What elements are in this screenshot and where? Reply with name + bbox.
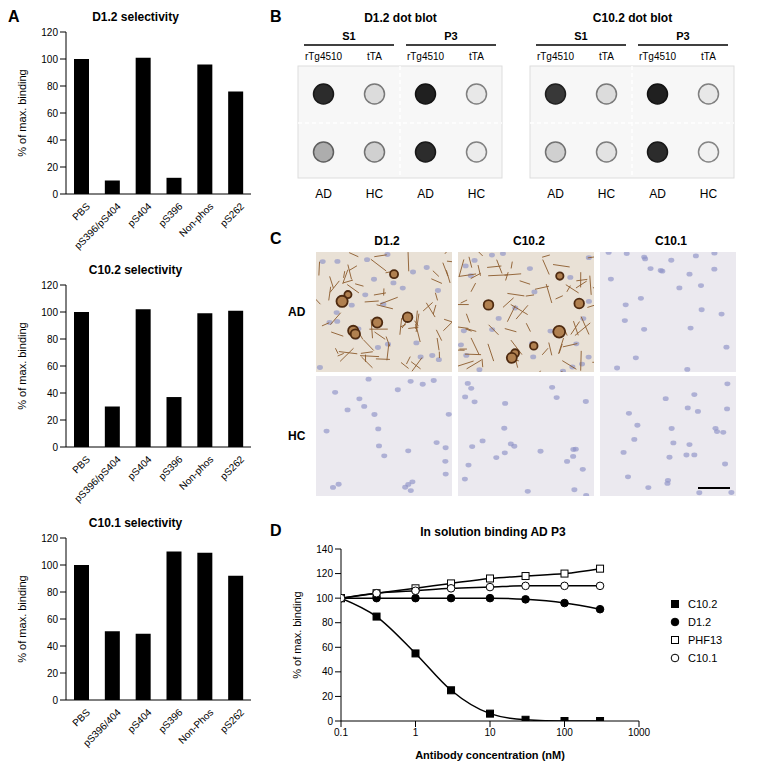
svg-text:pS396: pS396	[156, 706, 185, 735]
svg-text:AD: AD	[547, 187, 564, 201]
svg-text:tTA: tTA	[469, 51, 484, 62]
svg-text:60: 60	[47, 361, 59, 372]
svg-text:100: 100	[556, 727, 573, 738]
svg-text:10: 10	[484, 727, 496, 738]
svg-text:% of max. binding: % of max. binding	[16, 69, 28, 156]
html-text:B: B	[270, 8, 282, 25]
svg-text:S1: S1	[342, 30, 355, 42]
svg-text:60: 60	[322, 642, 334, 653]
svg-text:20: 20	[47, 668, 59, 679]
svg-text:HC: HC	[598, 187, 616, 201]
svg-text:0.1: 0.1	[334, 727, 348, 738]
html-text:D1.2: D1.2	[374, 234, 400, 248]
svg-text:AD: AD	[315, 187, 332, 201]
html-text:D1.2: D1.2	[688, 616, 712, 628]
svg-text:120: 120	[41, 533, 58, 544]
html-text:C10.2: C10.2	[513, 234, 545, 248]
svg-text:Non-phos: Non-phos	[177, 201, 215, 239]
svg-text:20: 20	[322, 691, 334, 702]
svg-text:0: 0	[52, 189, 58, 200]
svg-text:pS396/404: pS396/404	[81, 706, 123, 748]
svg-text:HC: HC	[468, 187, 486, 201]
svg-text:100: 100	[41, 54, 58, 65]
svg-text:% of max. binding: % of max. binding	[16, 322, 28, 409]
html-text:C10.2: C10.2	[688, 598, 718, 610]
svg-text:rTg4510: rTg4510	[537, 51, 575, 62]
svg-text:PBS: PBS	[70, 453, 92, 475]
svg-text:40: 40	[47, 135, 59, 146]
svg-text:pS396: pS396	[156, 453, 185, 482]
html-text:In solution binding AD P3: In solution binding AD P3	[420, 525, 566, 539]
svg-text:tTA: tTA	[701, 51, 716, 62]
svg-text:80: 80	[322, 617, 334, 628]
html-text:C10.1: C10.1	[655, 234, 687, 248]
html-text:AD: AD	[288, 305, 306, 319]
svg-text:1000: 1000	[628, 727, 651, 738]
svg-text:120: 120	[41, 280, 58, 291]
svg-text:rTg4510: rTg4510	[639, 51, 677, 62]
svg-text:pS262: pS262	[218, 200, 247, 229]
svg-text:tTA: tTA	[367, 51, 382, 62]
svg-text:P3: P3	[676, 30, 689, 42]
svg-text:40: 40	[47, 388, 59, 399]
svg-text:80: 80	[47, 81, 59, 92]
svg-text:Non-phos: Non-phos	[177, 454, 215, 492]
svg-text:D1.2 dot blot: D1.2 dot blot	[364, 11, 437, 25]
html-text:D: D	[270, 522, 282, 539]
svg-text:rTg4510: rTg4510	[407, 51, 445, 62]
svg-text:40: 40	[322, 666, 334, 677]
svg-text:% of max. binding: % of max. binding	[16, 575, 28, 662]
svg-text:0: 0	[52, 695, 58, 706]
svg-text:20: 20	[47, 162, 59, 173]
svg-text:20: 20	[47, 415, 59, 426]
html-text:C10.2 selectivity: C10.2 selectivity	[88, 263, 183, 277]
svg-text:100: 100	[41, 560, 58, 571]
svg-text:pS262: pS262	[218, 706, 247, 735]
svg-text:HC: HC	[366, 187, 384, 201]
svg-text:PBS: PBS	[70, 200, 92, 222]
svg-text:120: 120	[316, 568, 333, 579]
svg-text:pS404: pS404	[125, 453, 154, 482]
svg-text:pS404: pS404	[125, 706, 154, 735]
svg-text:AD: AD	[649, 187, 666, 201]
svg-text:40: 40	[47, 641, 59, 652]
svg-text:140: 140	[316, 544, 333, 555]
svg-text:pS396/pS404: pS396/pS404	[72, 200, 123, 251]
html-text:PHF13: PHF13	[688, 634, 723, 646]
html-text:HC: HC	[288, 429, 306, 443]
svg-text:pS404: pS404	[125, 200, 154, 229]
svg-text:Antibody concentration (nM): Antibody concentration (nM)	[415, 749, 565, 761]
html-text:C10.1 selectivity: C10.1 selectivity	[88, 516, 183, 530]
html-text:A: A	[8, 8, 20, 25]
svg-text:80: 80	[47, 334, 59, 345]
svg-text:100: 100	[41, 307, 58, 318]
svg-text:rTg4510: rTg4510	[305, 51, 343, 62]
svg-text:P3: P3	[444, 30, 457, 42]
svg-text:1: 1	[413, 727, 419, 738]
svg-text:pS262: pS262	[218, 453, 247, 482]
svg-text:0: 0	[327, 716, 333, 727]
svg-text:S1: S1	[574, 30, 587, 42]
svg-text:80: 80	[47, 587, 59, 598]
svg-text:AD: AD	[417, 187, 434, 201]
svg-text:pS396: pS396	[156, 200, 185, 229]
svg-text:C10.2 dot blot: C10.2 dot blot	[593, 11, 672, 25]
svg-text:120: 120	[41, 27, 58, 38]
svg-text:60: 60	[47, 614, 59, 625]
svg-text:100: 100	[316, 593, 333, 604]
svg-text:PBS: PBS	[70, 706, 92, 728]
html-text:C: C	[270, 230, 282, 247]
svg-text:pS396/pS404: pS396/pS404	[72, 453, 123, 504]
html-text:D1.2 selectivity: D1.2 selectivity	[92, 10, 179, 24]
svg-text:60: 60	[47, 108, 59, 119]
svg-text:% of max. binding: % of max. binding	[291, 591, 303, 678]
svg-text:HC: HC	[700, 187, 718, 201]
html-text:C10.1: C10.1	[688, 652, 718, 664]
svg-text:Non-Phos: Non-Phos	[176, 707, 215, 746]
svg-text:0: 0	[52, 442, 58, 453]
svg-text:tTA: tTA	[599, 51, 614, 62]
